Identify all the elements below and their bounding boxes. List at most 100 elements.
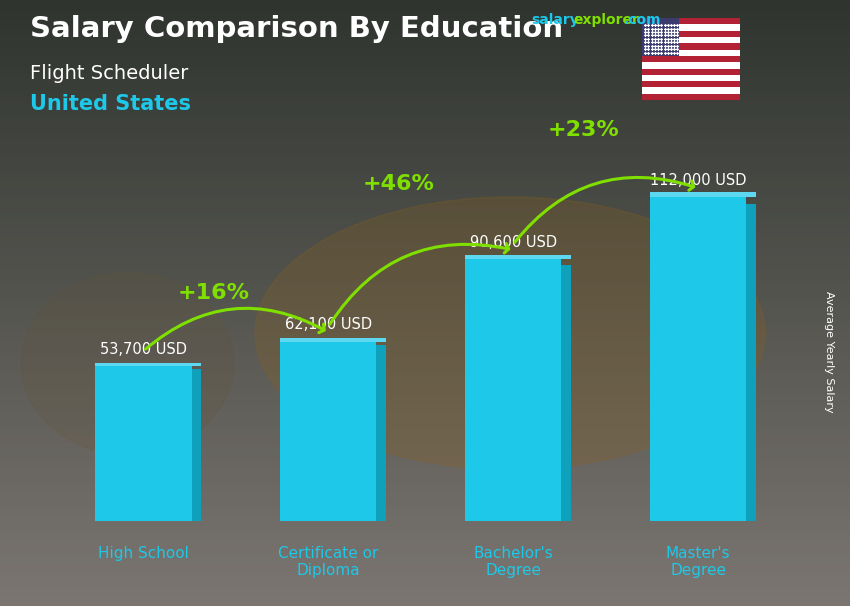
Bar (0, 412, 850, 418)
Bar (0, 139, 850, 145)
Text: 90,600 USD: 90,600 USD (469, 235, 557, 250)
Bar (0, 236, 850, 242)
Ellipse shape (21, 273, 234, 454)
Bar (0, 164, 850, 170)
Bar (95, 366, 191, 521)
Bar (0, 48, 850, 55)
Bar (0, 18, 850, 24)
Bar (0, 6, 850, 12)
Bar (0, 509, 850, 515)
Bar (650, 198, 746, 521)
Bar (0, 364, 850, 370)
Bar (0, 182, 850, 188)
Bar (0, 576, 850, 582)
Bar (642, 50, 740, 56)
Text: .com: .com (624, 13, 661, 27)
Text: Average Yearly Salary: Average Yearly Salary (824, 291, 834, 412)
Bar (0, 430, 850, 436)
Bar (0, 12, 850, 18)
Bar (0, 285, 850, 291)
Text: Flight Scheduler: Flight Scheduler (30, 64, 188, 82)
Bar (0, 42, 850, 48)
Bar (0, 570, 850, 576)
Bar (0, 55, 850, 61)
Bar (0, 303, 850, 309)
Bar (642, 44, 740, 50)
Bar (0, 497, 850, 503)
Bar (0, 339, 850, 345)
Bar (0, 424, 850, 430)
Bar (0, 279, 850, 285)
Bar (280, 342, 377, 521)
Text: 62,100 USD: 62,100 USD (285, 318, 371, 332)
Bar (0, 158, 850, 164)
Bar (0, 261, 850, 267)
Text: +46%: +46% (363, 174, 434, 194)
Bar (650, 191, 756, 198)
Bar (0, 61, 850, 67)
Bar (0, 255, 850, 261)
Bar (0, 545, 850, 551)
Bar (0, 30, 850, 36)
Bar (0, 24, 850, 30)
Bar (0, 558, 850, 564)
Bar (465, 259, 561, 521)
Bar (0, 115, 850, 121)
Bar (0, 188, 850, 194)
Bar (642, 18, 740, 24)
Bar (0, 376, 850, 382)
Bar (0, 109, 850, 115)
Bar (0, 133, 850, 139)
Bar (642, 62, 740, 68)
Bar (0, 406, 850, 412)
Bar (0, 200, 850, 206)
Bar (0, 309, 850, 315)
Bar (0, 127, 850, 133)
Text: Certificate or
Diploma: Certificate or Diploma (278, 545, 378, 578)
Bar (0, 600, 850, 606)
Bar (0, 448, 850, 454)
Bar (0, 273, 850, 279)
Bar (0, 85, 850, 91)
Bar (377, 345, 386, 521)
Bar (0, 345, 850, 351)
Bar (0, 582, 850, 588)
Bar (0, 315, 850, 321)
Bar (0, 551, 850, 558)
Bar (0, 491, 850, 497)
Bar (95, 363, 201, 366)
Bar (465, 255, 571, 259)
Bar (642, 94, 740, 100)
Bar (0, 473, 850, 479)
Text: salary: salary (531, 13, 579, 27)
Bar (642, 68, 740, 75)
Bar (0, 351, 850, 358)
Bar (191, 369, 201, 521)
Bar (0, 97, 850, 103)
Bar (642, 18, 679, 56)
Bar (0, 194, 850, 200)
Bar (0, 358, 850, 364)
Bar (0, 67, 850, 73)
Bar (0, 564, 850, 570)
Text: +16%: +16% (178, 283, 250, 303)
Bar (0, 218, 850, 224)
Bar (0, 79, 850, 85)
Bar (0, 394, 850, 400)
Bar (0, 212, 850, 218)
Bar (0, 400, 850, 406)
Text: +23%: +23% (547, 120, 620, 140)
Bar (0, 103, 850, 109)
Bar (0, 152, 850, 158)
Text: Bachelor's
Degree: Bachelor's Degree (473, 545, 553, 578)
Text: High School: High School (98, 545, 189, 561)
Bar (0, 297, 850, 303)
Bar (0, 521, 850, 527)
Text: explorer: explorer (573, 13, 639, 27)
Text: 53,700 USD: 53,700 USD (100, 342, 187, 356)
Bar (0, 539, 850, 545)
Bar (642, 31, 740, 37)
Bar (0, 479, 850, 485)
Bar (642, 24, 740, 31)
Bar (0, 467, 850, 473)
